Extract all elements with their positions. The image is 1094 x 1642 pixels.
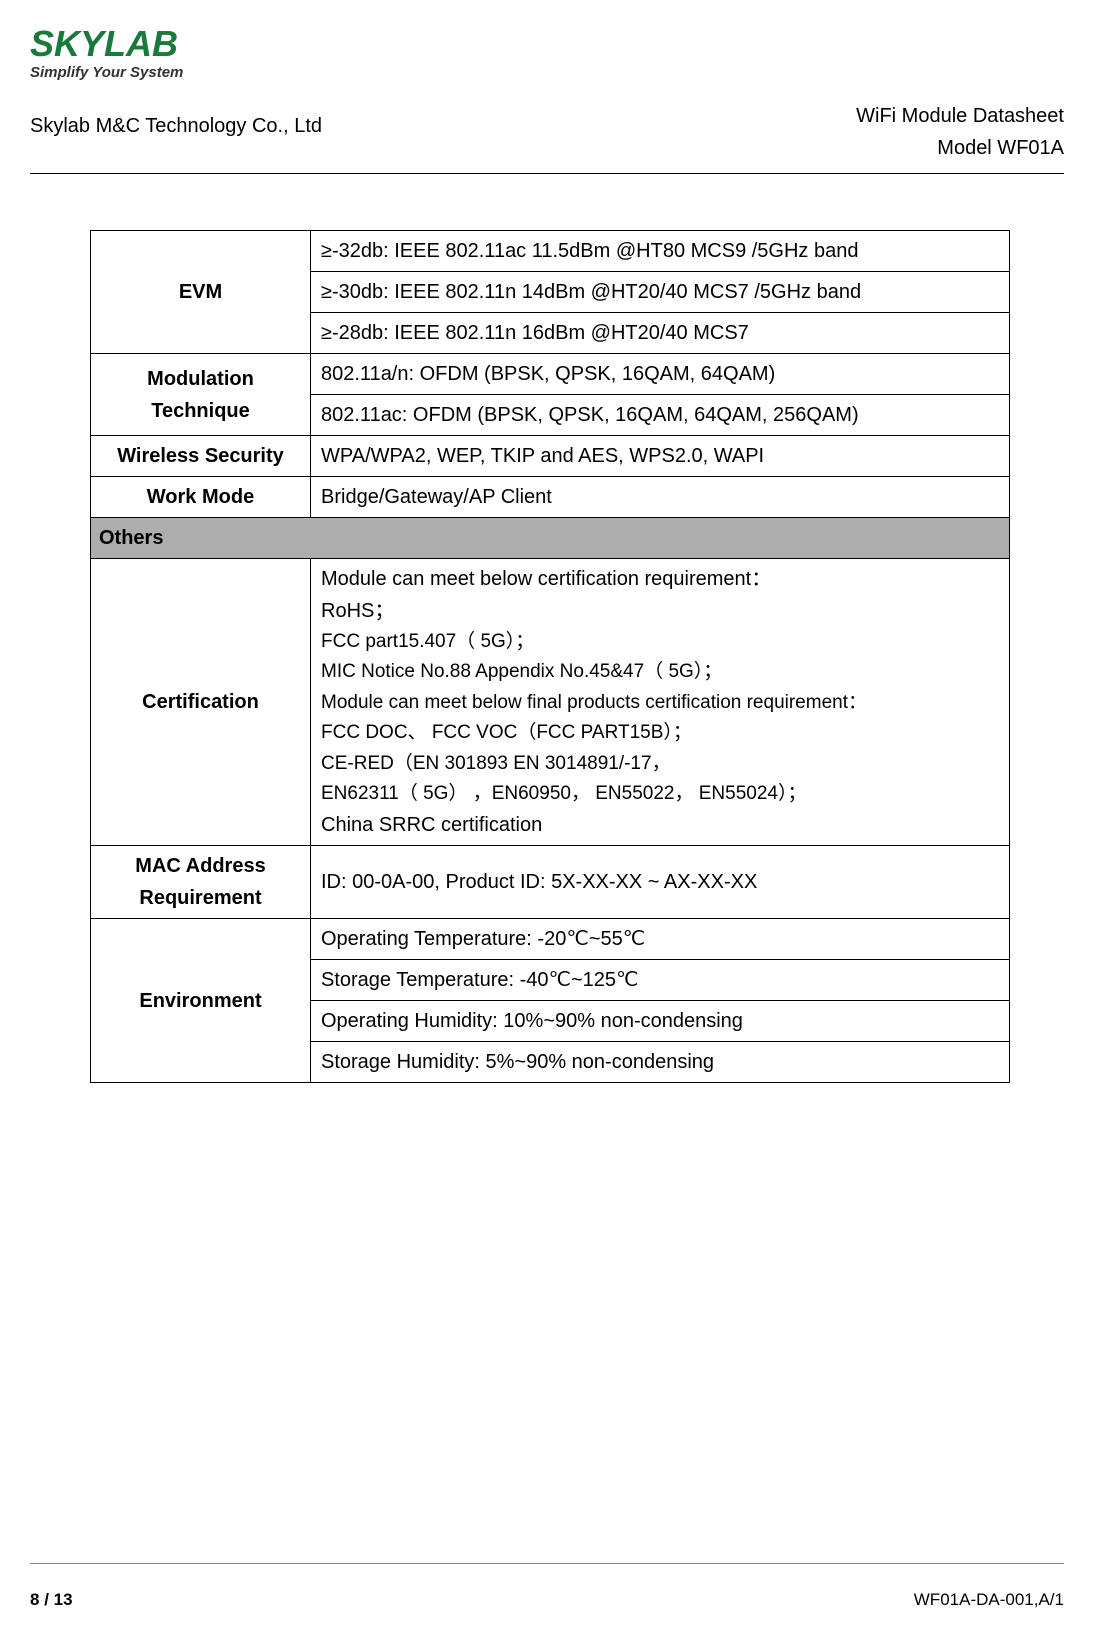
certification-cell: Module can meet below certification requ… (311, 559, 1010, 846)
model-line: Model WF01A (856, 132, 1064, 164)
label-certification: Certification (91, 559, 311, 846)
env-r1: Operating Temperature: -20℃~55℃ (311, 919, 1010, 960)
table-row: EVM ≥-32db: IEEE 802.11ac 11.5dBm @HT80 … (91, 231, 1010, 272)
table-row: Environment Operating Temperature: -20℃~… (91, 919, 1010, 960)
cert-l9: China SRRC certification (321, 809, 999, 841)
env-r4: Storage Humidity: 5%~90% non-condensing (311, 1042, 1010, 1083)
spec-table: EVM ≥-32db: IEEE 802.11ac 11.5dBm @HT80 … (90, 230, 1010, 1083)
modulation-r2: 802.11ac: OFDM (BPSK, QPSK, 16QAM, 64QAM… (311, 395, 1010, 436)
logo-text: SKYLAB (30, 23, 178, 64)
label-modulation: Modulation Technique (91, 354, 311, 436)
cert-l7: CE-RED（EN 301893 EN 3014891/-17， (321, 749, 999, 779)
env-r3: Operating Humidity: 10%~90% non-condensi… (311, 1001, 1010, 1042)
header-right: WiFi Module Datasheet Model WF01A (856, 100, 1064, 164)
page-total: 13 (54, 1590, 73, 1609)
section-row: Others (91, 518, 1010, 559)
logo-tagline: Simplify Your System (30, 64, 183, 81)
evm-r3: ≥-28db: IEEE 802.11n 16dBm @HT20/40 MCS7 (311, 313, 1010, 354)
cert-l6: FCC DOC、 FCC VOC（FCC PART15B）； (321, 718, 999, 748)
doc-id: WF01A-DA-001,A/1 (914, 1590, 1064, 1610)
table-row: Modulation Technique 802.11a/n: OFDM (BP… (91, 354, 1010, 395)
env-r2: Storage Temperature: -40℃~125℃ (311, 960, 1010, 1001)
page-container: SKYLAB Simplify Your System Skylab M&C T… (0, 0, 1094, 1642)
label-modulation-l1: Modulation (147, 368, 254, 390)
cert-l1: Module can meet below certification requ… (321, 563, 999, 595)
workmode-value: Bridge/Gateway/AP Client (311, 477, 1010, 518)
logo-brand: SKYLAB (30, 26, 183, 62)
product-line: WiFi Module Datasheet (856, 100, 1064, 132)
table-row: Certification Module can meet below cert… (91, 559, 1010, 846)
cert-l4: MIC Notice No.88 Appendix No.45&47（ 5G）； (321, 657, 999, 687)
page-sep: / (39, 1590, 53, 1609)
company-name: Skylab M&C Technology Co., Ltd (30, 115, 322, 138)
label-modulation-l2: Technique (151, 400, 250, 422)
label-mac-l1: MAC Address (135, 855, 265, 877)
table-row: MAC Address Requirement ID: 00-0A-00, Pr… (91, 846, 1010, 919)
mac-value: ID: 00-0A-00, Product ID: 5X-XX-XX ~ AX-… (311, 846, 1010, 919)
cert-l2: RoHS； (321, 595, 999, 627)
header-divider (30, 173, 1064, 174)
label-evm: EVM (91, 231, 311, 354)
label-security: Wireless Security (91, 436, 311, 477)
table-row: Wireless Security WPA/WPA2, WEP, TKIP an… (91, 436, 1010, 477)
logo-block: SKYLAB Simplify Your System (30, 26, 183, 81)
label-mac-l2: Requirement (139, 887, 261, 909)
footer-divider (30, 1563, 1064, 1564)
cert-l8: EN62311（ 5G） ，EN60950， EN55022， EN55024）… (321, 779, 999, 809)
cert-l5: Module can meet below final products cer… (321, 688, 999, 718)
security-value: WPA/WPA2, WEP, TKIP and AES, WPS2.0, WAP… (311, 436, 1010, 477)
evm-r2: ≥-30db: IEEE 802.11n 14dBm @HT20/40 MCS7… (311, 272, 1010, 313)
page-number: 8 / 13 (30, 1590, 73, 1610)
modulation-r1: 802.11a/n: OFDM (BPSK, QPSK, 16QAM, 64QA… (311, 354, 1010, 395)
section-others: Others (91, 518, 1010, 559)
evm-r1: ≥-32db: IEEE 802.11ac 11.5dBm @HT80 MCS9… (311, 231, 1010, 272)
label-environment: Environment (91, 919, 311, 1083)
table-row: Work Mode Bridge/Gateway/AP Client (91, 477, 1010, 518)
label-mac: MAC Address Requirement (91, 846, 311, 919)
cert-l3: FCC part15.407（ 5G）； (321, 627, 999, 657)
label-workmode: Work Mode (91, 477, 311, 518)
